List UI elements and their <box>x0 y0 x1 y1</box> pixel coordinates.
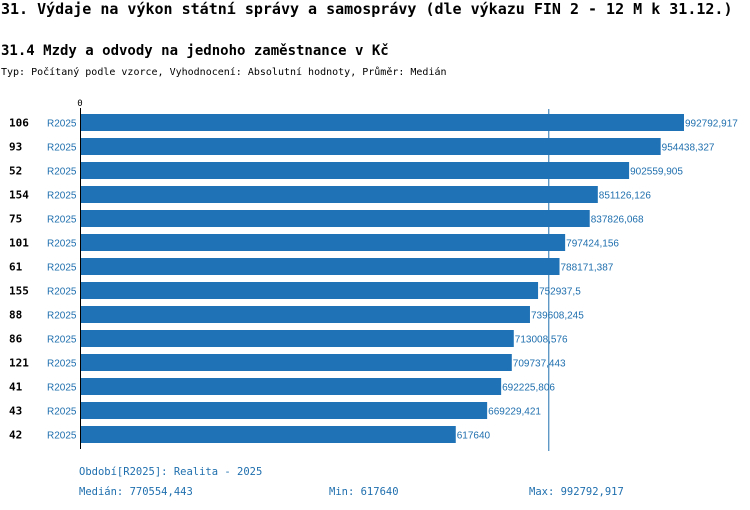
page-title: 31. Výdaje na výkon státní správy a samo… <box>1 0 733 18</box>
value-label: 837826,068 <box>591 215 644 226</box>
bar <box>80 426 456 443</box>
series-label: R2025 <box>47 359 77 370</box>
footer-max: Max: 992792,917 <box>529 486 624 498</box>
series-label: R2025 <box>47 263 77 274</box>
value-label: 617640 <box>457 431 491 442</box>
bar <box>80 186 598 203</box>
bar <box>80 282 539 299</box>
category-label: 75 <box>9 213 22 226</box>
series-label: R2025 <box>47 191 77 202</box>
category-label: 61 <box>9 261 23 274</box>
axis-zero-label: 0 <box>77 99 82 109</box>
category-label: 121 <box>9 357 29 370</box>
category-label: 52 <box>9 165 22 178</box>
value-label: 954438,327 <box>662 143 715 154</box>
bar <box>80 354 512 371</box>
category-label: 43 <box>9 405 22 418</box>
value-label: 788171,387 <box>561 263 614 274</box>
series-label: R2025 <box>47 407 77 418</box>
series-label: R2025 <box>47 215 77 226</box>
value-label: 739608,245 <box>531 311 584 322</box>
bar-chart: 0 106 R2025 992792,917 93 R2025 954438,327 52 R2… <box>9 99 738 451</box>
category-label: 101 <box>9 237 29 250</box>
series-label: R2025 <box>47 383 77 394</box>
series-label: R2025 <box>47 335 77 346</box>
footer-period: Období[R2025]: Realita - 2025 <box>79 466 263 478</box>
series-label: R2025 <box>47 431 77 442</box>
bar <box>80 402 488 419</box>
series-label: R2025 <box>47 239 77 250</box>
series-label: R2025 <box>47 287 77 298</box>
category-label: 88 <box>9 309 22 322</box>
category-label: 41 <box>9 381 23 394</box>
series-label: R2025 <box>47 311 77 322</box>
chart-type-description: Typ: Počítaný podle vzorce, Vyhodnocení:… <box>1 67 447 78</box>
bar <box>80 234 566 251</box>
chart-subtitle: 31.4 Mzdy a odvody na jednoho zaměstnanc… <box>1 43 389 59</box>
bar <box>80 378 502 395</box>
category-label: 42 <box>9 429 22 442</box>
bar <box>80 162 630 179</box>
category-label: 154 <box>9 189 29 202</box>
category-label: 106 <box>9 117 29 130</box>
value-label: 902559,905 <box>630 167 683 178</box>
category-label: 93 <box>9 141 22 154</box>
value-label: 752937,5 <box>539 287 581 298</box>
value-label: 851126,126 <box>599 191 652 202</box>
value-label: 797424,156 <box>566 239 619 250</box>
bar <box>80 330 514 347</box>
series-label: R2025 <box>47 167 77 178</box>
value-label: 713008,576 <box>515 335 568 346</box>
value-label: 992792,917 <box>685 119 738 130</box>
value-label: 669229,421 <box>488 407 541 418</box>
bar <box>80 258 560 275</box>
series-label: R2025 <box>47 143 77 154</box>
footer-median: Medián: 770554,443 <box>79 486 193 498</box>
value-label: 709737,443 <box>513 359 566 370</box>
category-label: 155 <box>9 285 29 298</box>
value-label: 692225,806 <box>502 383 555 394</box>
bar <box>80 306 530 323</box>
footer-min: Min: 617640 <box>329 486 399 498</box>
category-label: 86 <box>9 333 23 346</box>
bar <box>80 138 661 155</box>
bar <box>80 210 590 227</box>
bar <box>80 114 684 131</box>
series-label: R2025 <box>47 119 77 130</box>
